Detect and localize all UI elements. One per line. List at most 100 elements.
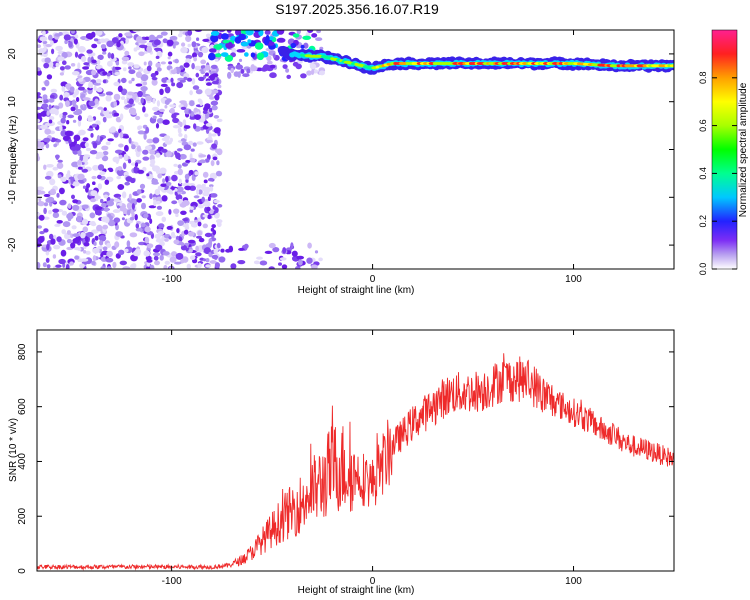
noise-speckle	[205, 33, 211, 39]
noise-speckle	[165, 181, 172, 186]
noise-speckle	[150, 159, 156, 165]
noise-speckle	[38, 48, 46, 54]
noise-speckle	[298, 259, 303, 266]
noise-speckle	[131, 144, 136, 150]
noise-speckle	[203, 179, 208, 184]
noise-speckle	[64, 65, 71, 70]
noise-speckle	[160, 183, 167, 187]
noise-speckle	[198, 160, 207, 164]
noise-speckle	[161, 77, 168, 83]
tone-blob	[209, 48, 217, 53]
noise-speckle	[192, 85, 200, 90]
noise-speckle	[106, 40, 114, 48]
noise-speckle	[190, 148, 195, 152]
noise-speckle	[71, 225, 77, 230]
noise-speckle	[110, 53, 115, 60]
noise-speckle	[75, 97, 80, 102]
noise-speckle	[186, 186, 191, 191]
tone-blob	[267, 41, 275, 46]
noise-speckle	[60, 117, 66, 124]
noise-speckle	[113, 66, 122, 70]
noise-speckle	[82, 250, 87, 254]
noise-speckle	[162, 178, 166, 184]
noise-speckle	[164, 238, 169, 242]
noise-speckle	[52, 166, 59, 171]
noise-speckle	[123, 135, 130, 139]
noise-speckle	[137, 169, 145, 174]
tone-blob	[210, 34, 219, 43]
noise-speckle	[104, 216, 110, 224]
tone-blob	[208, 52, 216, 61]
noise-speckle	[194, 65, 202, 71]
noise-speckle	[60, 176, 67, 182]
noise-speckle	[105, 114, 113, 119]
noise-speckle	[81, 204, 89, 209]
noise-speckle	[116, 41, 121, 48]
noise-speckle	[95, 30, 103, 36]
noise-speckle	[185, 178, 189, 183]
noise-speckle	[178, 132, 183, 137]
noise-speckle	[210, 227, 215, 232]
noise-speckle	[191, 62, 195, 70]
noise-speckle	[210, 193, 218, 198]
noise-speckle	[99, 240, 104, 246]
noise-speckle	[192, 142, 197, 147]
noise-speckle	[146, 45, 153, 53]
colorbar-tick-label: 0.2	[698, 215, 708, 228]
noise-speckle	[74, 255, 80, 260]
noise-speckle	[123, 153, 129, 161]
noise-speckle	[99, 248, 102, 254]
noise-speckle	[238, 247, 245, 251]
noise-speckle	[194, 219, 199, 223]
noise-speckle	[193, 107, 199, 114]
noise-speckle	[143, 61, 147, 66]
noise-speckle	[181, 42, 186, 47]
noise-speckle	[112, 198, 120, 202]
noise-speckle	[307, 242, 312, 249]
noise-speckle	[159, 88, 164, 96]
noise-speckle	[49, 233, 54, 240]
noise-speckle	[262, 64, 270, 71]
noise-speckle	[185, 159, 191, 163]
noise-speckle	[202, 214, 210, 218]
noise-speckle	[124, 248, 129, 253]
noise-speckle	[171, 251, 177, 257]
noise-speckle	[99, 171, 106, 176]
noise-speckle	[151, 79, 158, 86]
noise-speckle	[170, 231, 176, 238]
noise-speckle	[105, 257, 114, 263]
noise-speckle	[44, 175, 52, 180]
noise-speckle	[196, 37, 200, 41]
noise-speckle	[48, 210, 52, 215]
noise-speckle	[201, 46, 209, 54]
noise-speckle	[198, 154, 207, 158]
noise-speckle	[75, 88, 79, 96]
noise-speckle	[198, 51, 203, 58]
noise-speckle	[110, 198, 114, 202]
noise-speckle	[237, 260, 246, 265]
noise-speckle	[146, 173, 150, 177]
noise-speckle	[43, 216, 50, 220]
noise-speckle	[37, 44, 42, 49]
noise-speckle	[286, 74, 292, 79]
noise-speckle	[106, 250, 113, 258]
noise-speckle	[48, 116, 55, 121]
noise-speckle	[268, 242, 276, 249]
noise-speckle	[175, 194, 183, 201]
noise-speckle	[215, 219, 223, 224]
noise-speckle	[113, 100, 117, 108]
noise-speckle	[138, 51, 145, 57]
noise-speckle	[161, 216, 167, 222]
noise-speckle	[129, 232, 138, 238]
noise-speckle	[113, 217, 121, 223]
noise-speckle	[200, 59, 207, 65]
noise-speckle	[155, 62, 161, 68]
noise-speckle	[246, 68, 251, 74]
noise-speckle	[204, 103, 211, 110]
noise-speckle	[150, 264, 155, 269]
noise-speckle	[152, 115, 157, 119]
noise-speckle	[130, 264, 136, 269]
noise-speckle	[58, 258, 66, 265]
noise-speckle	[213, 248, 218, 255]
